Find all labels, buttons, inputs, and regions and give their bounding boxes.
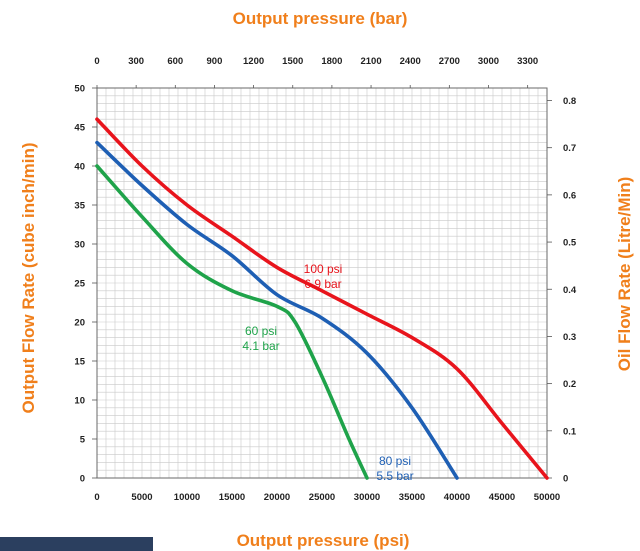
y-right-tick-label: 0.2: [563, 379, 576, 390]
x-top-tick-label: 300: [128, 56, 144, 67]
x-bottom-tick-label: 30000: [354, 492, 380, 503]
y-right-tick-label: 0.6: [563, 190, 576, 201]
corner-decoration-band: [0, 537, 180, 551]
series-line-80-psi: [95, 140, 459, 480]
grid: [96, 87, 548, 479]
y-left-tick-label: 25: [74, 279, 85, 290]
y-right-tick-label: 0.8: [563, 96, 576, 107]
bottom-axis-title: Output pressure (psi): [237, 531, 410, 550]
right-axis-title: Oil Flow Rate (Litre/Min): [615, 177, 634, 372]
x-bottom-tick-label: 35000: [399, 492, 425, 503]
x-bottom-tick-label: 20000: [264, 492, 290, 503]
y-right-tick-label: 0.1: [563, 426, 577, 437]
x-bottom-tick-label: 0: [94, 492, 99, 503]
x-top-tick-label: 3000: [478, 56, 499, 67]
series-annotation-80-psi: 5.5 bar: [376, 469, 413, 483]
x-top-tick-label: 2100: [360, 56, 381, 67]
x-bottom-tick-label: 45000: [489, 492, 515, 503]
x-top-tick-label: 1200: [243, 56, 264, 67]
series-lines: [95, 117, 549, 480]
y-left-tick-label: 30: [74, 240, 85, 251]
y-right-tick-label: 0.3: [563, 332, 576, 343]
y-left-tick-label: 35: [74, 201, 85, 212]
y-left-tick-label: 15: [74, 357, 85, 368]
y-left-tick-label: 50: [74, 84, 85, 95]
x-bottom-tick-label: 10000: [174, 492, 200, 503]
x-top-tick-label: 600: [167, 56, 183, 67]
x-top-tick-label: 900: [207, 56, 223, 67]
x-top-tick-label: 2400: [400, 56, 421, 67]
axis-ticks: 0 5000 10000 15000 20000 25000 30000 35000 40000…: [74, 56, 577, 503]
series-line-60-psi: [95, 164, 369, 480]
x-top-tick-label: 0: [94, 56, 99, 67]
y-right-tick-label: 0: [563, 474, 568, 485]
y-left-tick-label: 45: [74, 123, 85, 134]
y-left-tick-label: 0: [80, 474, 85, 485]
series-annotation-60-psi: 60 psi: [245, 324, 277, 338]
y-left-tick-label: 5: [80, 435, 86, 446]
series-annotation-80-psi: 80 psi: [379, 454, 411, 468]
x-bottom-tick-label: 25000: [309, 492, 335, 503]
series-annotation-60-psi: 4.1 bar: [242, 339, 279, 353]
series-annotation-100-psi: 6.9 bar: [304, 277, 341, 291]
left-axis-title: Output Flow Rate (cube inch/min): [19, 142, 38, 413]
x-top-tick-label: 2700: [439, 56, 460, 67]
top-axis-title: Output pressure (bar): [233, 9, 408, 28]
x-top-tick-label: 1500: [282, 56, 303, 67]
x-top-tick-label: 1800: [321, 56, 342, 67]
x-bottom-tick-label: 5000: [131, 492, 152, 503]
y-right-tick-label: 0.5: [563, 238, 577, 249]
series-line-100-psi: [95, 117, 549, 480]
y-left-tick-label: 40: [74, 162, 85, 173]
y-left-tick-label: 10: [74, 396, 85, 407]
series-annotation-100-psi: 100 psi: [304, 262, 343, 276]
y-left-tick-label: 20: [74, 318, 85, 329]
x-top-tick-label: 3300: [517, 56, 538, 67]
x-bottom-tick-label: 50000: [534, 492, 560, 503]
y-right-tick-label: 0.4: [563, 285, 577, 296]
x-bottom-tick-label: 15000: [219, 492, 245, 503]
x-bottom-tick-label: 40000: [444, 492, 470, 503]
y-right-tick-label: 0.7: [563, 143, 576, 154]
